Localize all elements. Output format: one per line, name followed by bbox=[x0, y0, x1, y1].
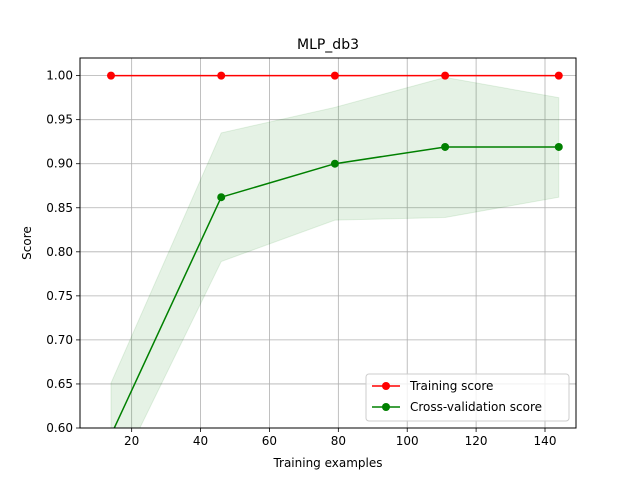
chart-title: MLP_db3 bbox=[297, 37, 359, 53]
series-0-point bbox=[554, 71, 563, 80]
x-tick-label: 20 bbox=[124, 434, 139, 448]
y-tick-label: 0.75 bbox=[46, 289, 73, 303]
x-axis-label: Training examples bbox=[272, 456, 382, 470]
y-axis-label: Score bbox=[20, 226, 34, 260]
series-0-point bbox=[330, 71, 339, 80]
plot-frame bbox=[79, 57, 577, 429]
series-0-point bbox=[107, 71, 115, 80]
series-0-point bbox=[217, 71, 226, 80]
y-axis-ticks: 0.60 0.65 0.70 0.75 0.80 0.85 0.90 0.95 1.00 bbox=[46, 69, 80, 435]
x-tick-label: 80 bbox=[331, 434, 346, 448]
x-tick-label: 120 bbox=[465, 434, 488, 448]
y-tick-label: 0.95 bbox=[46, 113, 73, 127]
series-1-point bbox=[330, 159, 339, 168]
legend-training-marker bbox=[382, 382, 390, 390]
x-tick-label: 40 bbox=[193, 434, 208, 448]
y-tick-label: 1.00 bbox=[46, 69, 73, 83]
legend: Training score Cross-validation score bbox=[365, 373, 570, 422]
legend-box bbox=[365, 373, 570, 422]
series-1-point bbox=[217, 193, 226, 202]
y-tick-label: 0.70 bbox=[46, 333, 73, 347]
series-1-point bbox=[441, 142, 450, 151]
x-axis-ticks: 20 40 60 80 100 120 140 bbox=[124, 428, 556, 448]
y-tick-label: 0.65 bbox=[46, 377, 73, 391]
x-tick-label: 100 bbox=[396, 434, 419, 448]
series-1-band bbox=[110, 76, 560, 428]
x-tick-label: 140 bbox=[534, 434, 557, 448]
legend-cv-marker bbox=[382, 403, 390, 411]
y-tick-label: 0.80 bbox=[46, 245, 73, 259]
series-markers bbox=[107, 71, 563, 202]
legend-training-label: Training score bbox=[409, 379, 493, 393]
series-0-point bbox=[441, 71, 450, 80]
y-tick-label: 0.85 bbox=[46, 201, 73, 215]
y-tick-label: 0.60 bbox=[46, 421, 73, 435]
legend-cv-label: Cross-validation score bbox=[410, 400, 542, 414]
x-tick-label: 60 bbox=[262, 434, 277, 448]
series-1-point bbox=[554, 142, 563, 151]
y-tick-label: 0.90 bbox=[46, 157, 73, 171]
